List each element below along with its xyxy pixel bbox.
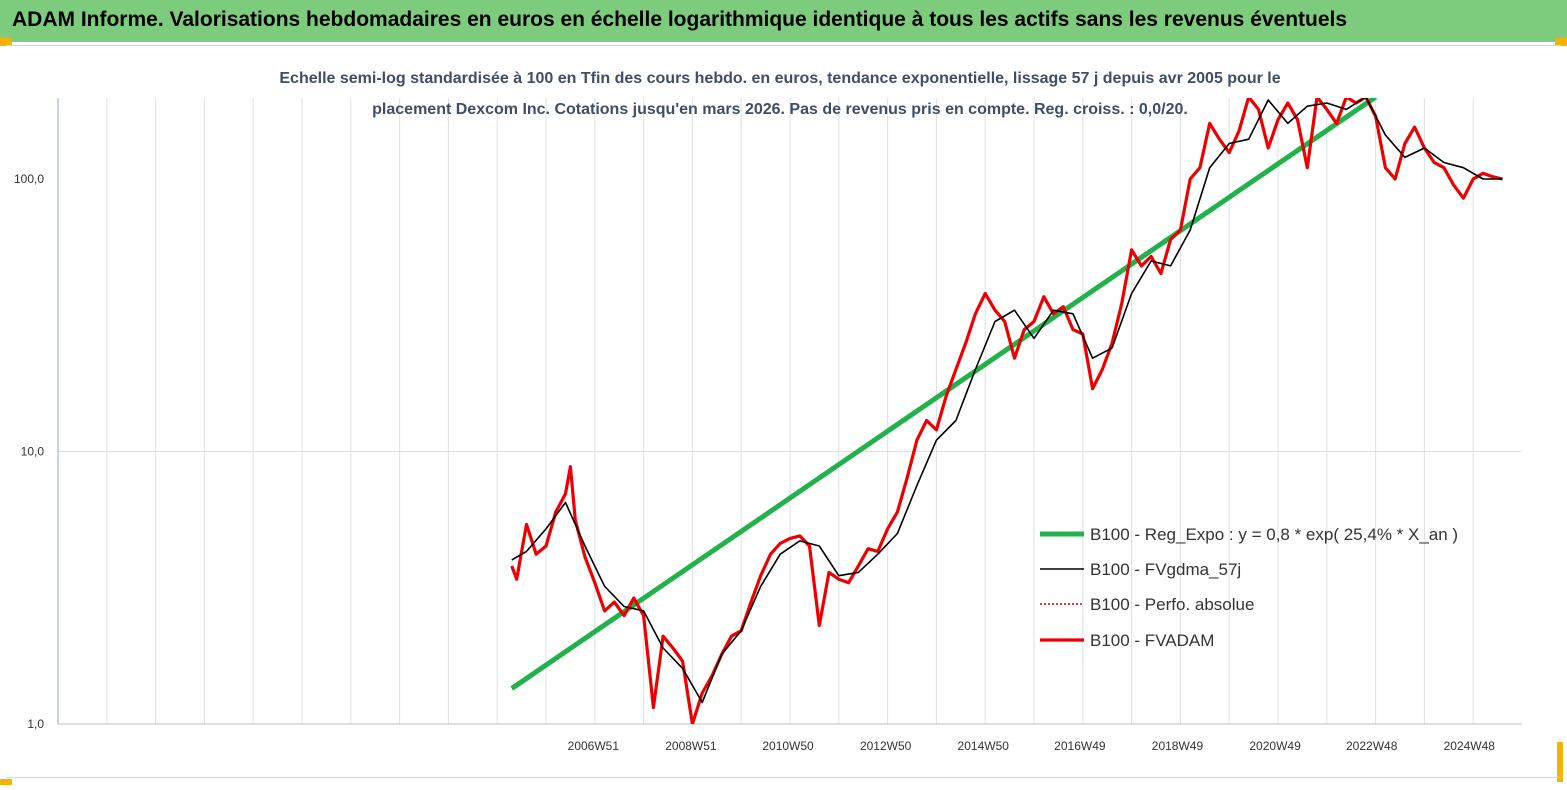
legend-label: B100 - Reg_Expo : y = 0,8 * exp( 25,4% *… (1090, 525, 1458, 544)
legend-label: B100 - Perfo. absolue (1090, 595, 1254, 614)
y-tick-labels: 1,0 10,0 100,0 (14, 172, 44, 731)
x-tick-label: 2020W49 (1249, 739, 1301, 753)
corner-marker-bottom-left (0, 779, 12, 785)
x-tick-label: 2008W51 (665, 739, 717, 753)
x-tick-label: 2010W50 (762, 739, 814, 753)
x-tick-label: 2014W50 (958, 739, 1010, 753)
x-tick-label: 2006W51 (568, 739, 620, 753)
x-tick-label: 2022W48 (1346, 739, 1398, 753)
x-tick-labels: 2006W51 2008W51 2010W50 2012W50 2014W50 2016W… (568, 739, 1496, 753)
chart-frame-top (6, 45, 1561, 46)
grid-lines (58, 98, 1522, 724)
chart-subtitle-line-1: Echelle semi-log standardisée à 100 en T… (279, 70, 1280, 87)
legend: B100 - Reg_Expo : y = 0,8 * exp( 25,4% *… (1040, 525, 1458, 650)
legend-label: B100 - FVgdma_57j (1090, 560, 1241, 579)
legend-label: B100 - FVADAM (1090, 631, 1214, 650)
chart-frame-bottom (6, 777, 1561, 778)
y-tick-label: 10,0 (21, 445, 45, 459)
x-tick-label: 2024W48 (1444, 739, 1496, 753)
corner-marker-top-left (0, 38, 12, 46)
series-line-thin-black (511, 98, 1503, 704)
series-line-thick-green (510, 98, 1378, 691)
corner-marker-top-right (1555, 38, 1567, 46)
y-tick-label: 1,0 (27, 717, 44, 731)
x-tick-label: 2018W49 (1152, 739, 1204, 753)
x-tick-label: 2012W50 (860, 739, 912, 753)
chart-subtitle-line-2: placement Dexcom Inc. Cotations jusqu'en… (372, 101, 1188, 118)
x-tick-label: 2016W49 (1054, 739, 1106, 753)
page-title: ADAM Informe. Valorisations hebdomadaire… (12, 8, 1348, 31)
series-line-thick-red (510, 98, 1503, 724)
header-bar: ADAM Informe. Valorisations hebdomadaire… (0, 0, 1567, 42)
y-tick-label: 100,0 (14, 172, 44, 186)
series-lines (510, 98, 1503, 724)
corner-marker-bottom-right (1557, 742, 1563, 782)
